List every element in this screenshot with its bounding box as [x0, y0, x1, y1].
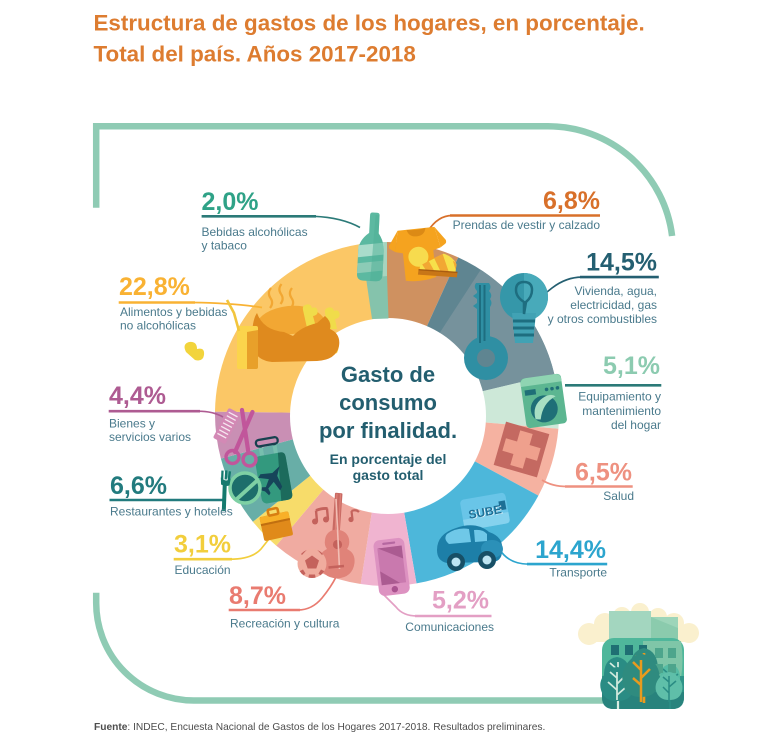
svg-text:14,5%: 14,5%	[586, 249, 657, 277]
svg-text:Vivienda, agua,: Vivienda, agua,	[574, 284, 657, 298]
svg-text:mantenimiento: mantenimiento	[582, 404, 661, 418]
svg-text:Transporte: Transporte	[549, 566, 607, 580]
svg-text:por finalidad.: por finalidad.	[319, 418, 457, 443]
svg-text:Restaurantes y hoteles: Restaurantes y hoteles	[110, 505, 233, 519]
svg-text:Bebidas alcohólicas: Bebidas alcohólicas	[202, 225, 308, 239]
svg-text:En porcentaje del: En porcentaje del	[330, 451, 447, 467]
svg-text:gasto total: gasto total	[353, 467, 424, 483]
svg-text:Educación: Educación	[175, 563, 231, 577]
svg-text:y tabaco: y tabaco	[202, 239, 248, 253]
svg-text:6,6%: 6,6%	[110, 472, 167, 500]
svg-text:14,4%: 14,4%	[535, 536, 606, 564]
svg-text:2,0%: 2,0%	[202, 188, 259, 216]
svg-text:3,1%: 3,1%	[174, 531, 231, 559]
svg-text:SUBE: SUBE	[468, 503, 503, 523]
svg-text:Recreación y cultura: Recreación y cultura	[230, 617, 340, 631]
svg-text:Equipamiento y: Equipamiento y	[578, 390, 661, 404]
svg-text:Fuente: INDEC, Encuesta Nacion: Fuente: INDEC, Encuesta Nacional de Gast…	[94, 722, 545, 733]
svg-text:6,8%: 6,8%	[543, 187, 600, 215]
svg-text:Bienes y: Bienes y	[109, 417, 155, 431]
svg-text:6,5%: 6,5%	[575, 459, 632, 487]
svg-text:5,1%: 5,1%	[603, 352, 660, 380]
svg-text:Prendas de vestir y calzado: Prendas de vestir y calzado	[453, 218, 601, 232]
svg-text:Alimentos y bebidas: Alimentos y bebidas	[120, 305, 227, 319]
svg-text:electricidad, gas: electricidad, gas	[570, 298, 657, 312]
svg-text:8,7%: 8,7%	[229, 582, 286, 610]
svg-text:no alcohólicas: no alcohólicas	[120, 319, 196, 333]
svg-text:5,2%: 5,2%	[432, 587, 489, 615]
svg-text:Gasto de: Gasto de	[341, 362, 435, 387]
svg-text:del hogar: del hogar	[611, 418, 661, 432]
svg-text:Estructura de gastos de los ho: Estructura de gastos de los hogares, en …	[94, 11, 645, 36]
svg-text:22,8%: 22,8%	[119, 273, 190, 301]
svg-text:servicios varios: servicios varios	[109, 430, 191, 444]
svg-text:4,4%: 4,4%	[109, 382, 166, 410]
svg-text:Total del país. Años 2017-2018: Total del país. Años 2017-2018	[94, 42, 416, 67]
svg-text:consumo: consumo	[339, 390, 437, 415]
svg-text:y otros combustibles: y otros combustibles	[548, 312, 657, 326]
svg-text:Comunicaciones: Comunicaciones	[405, 620, 494, 634]
svg-text:SUBE: SUBE	[467, 502, 502, 522]
svg-text:Salud: Salud	[603, 489, 634, 503]
